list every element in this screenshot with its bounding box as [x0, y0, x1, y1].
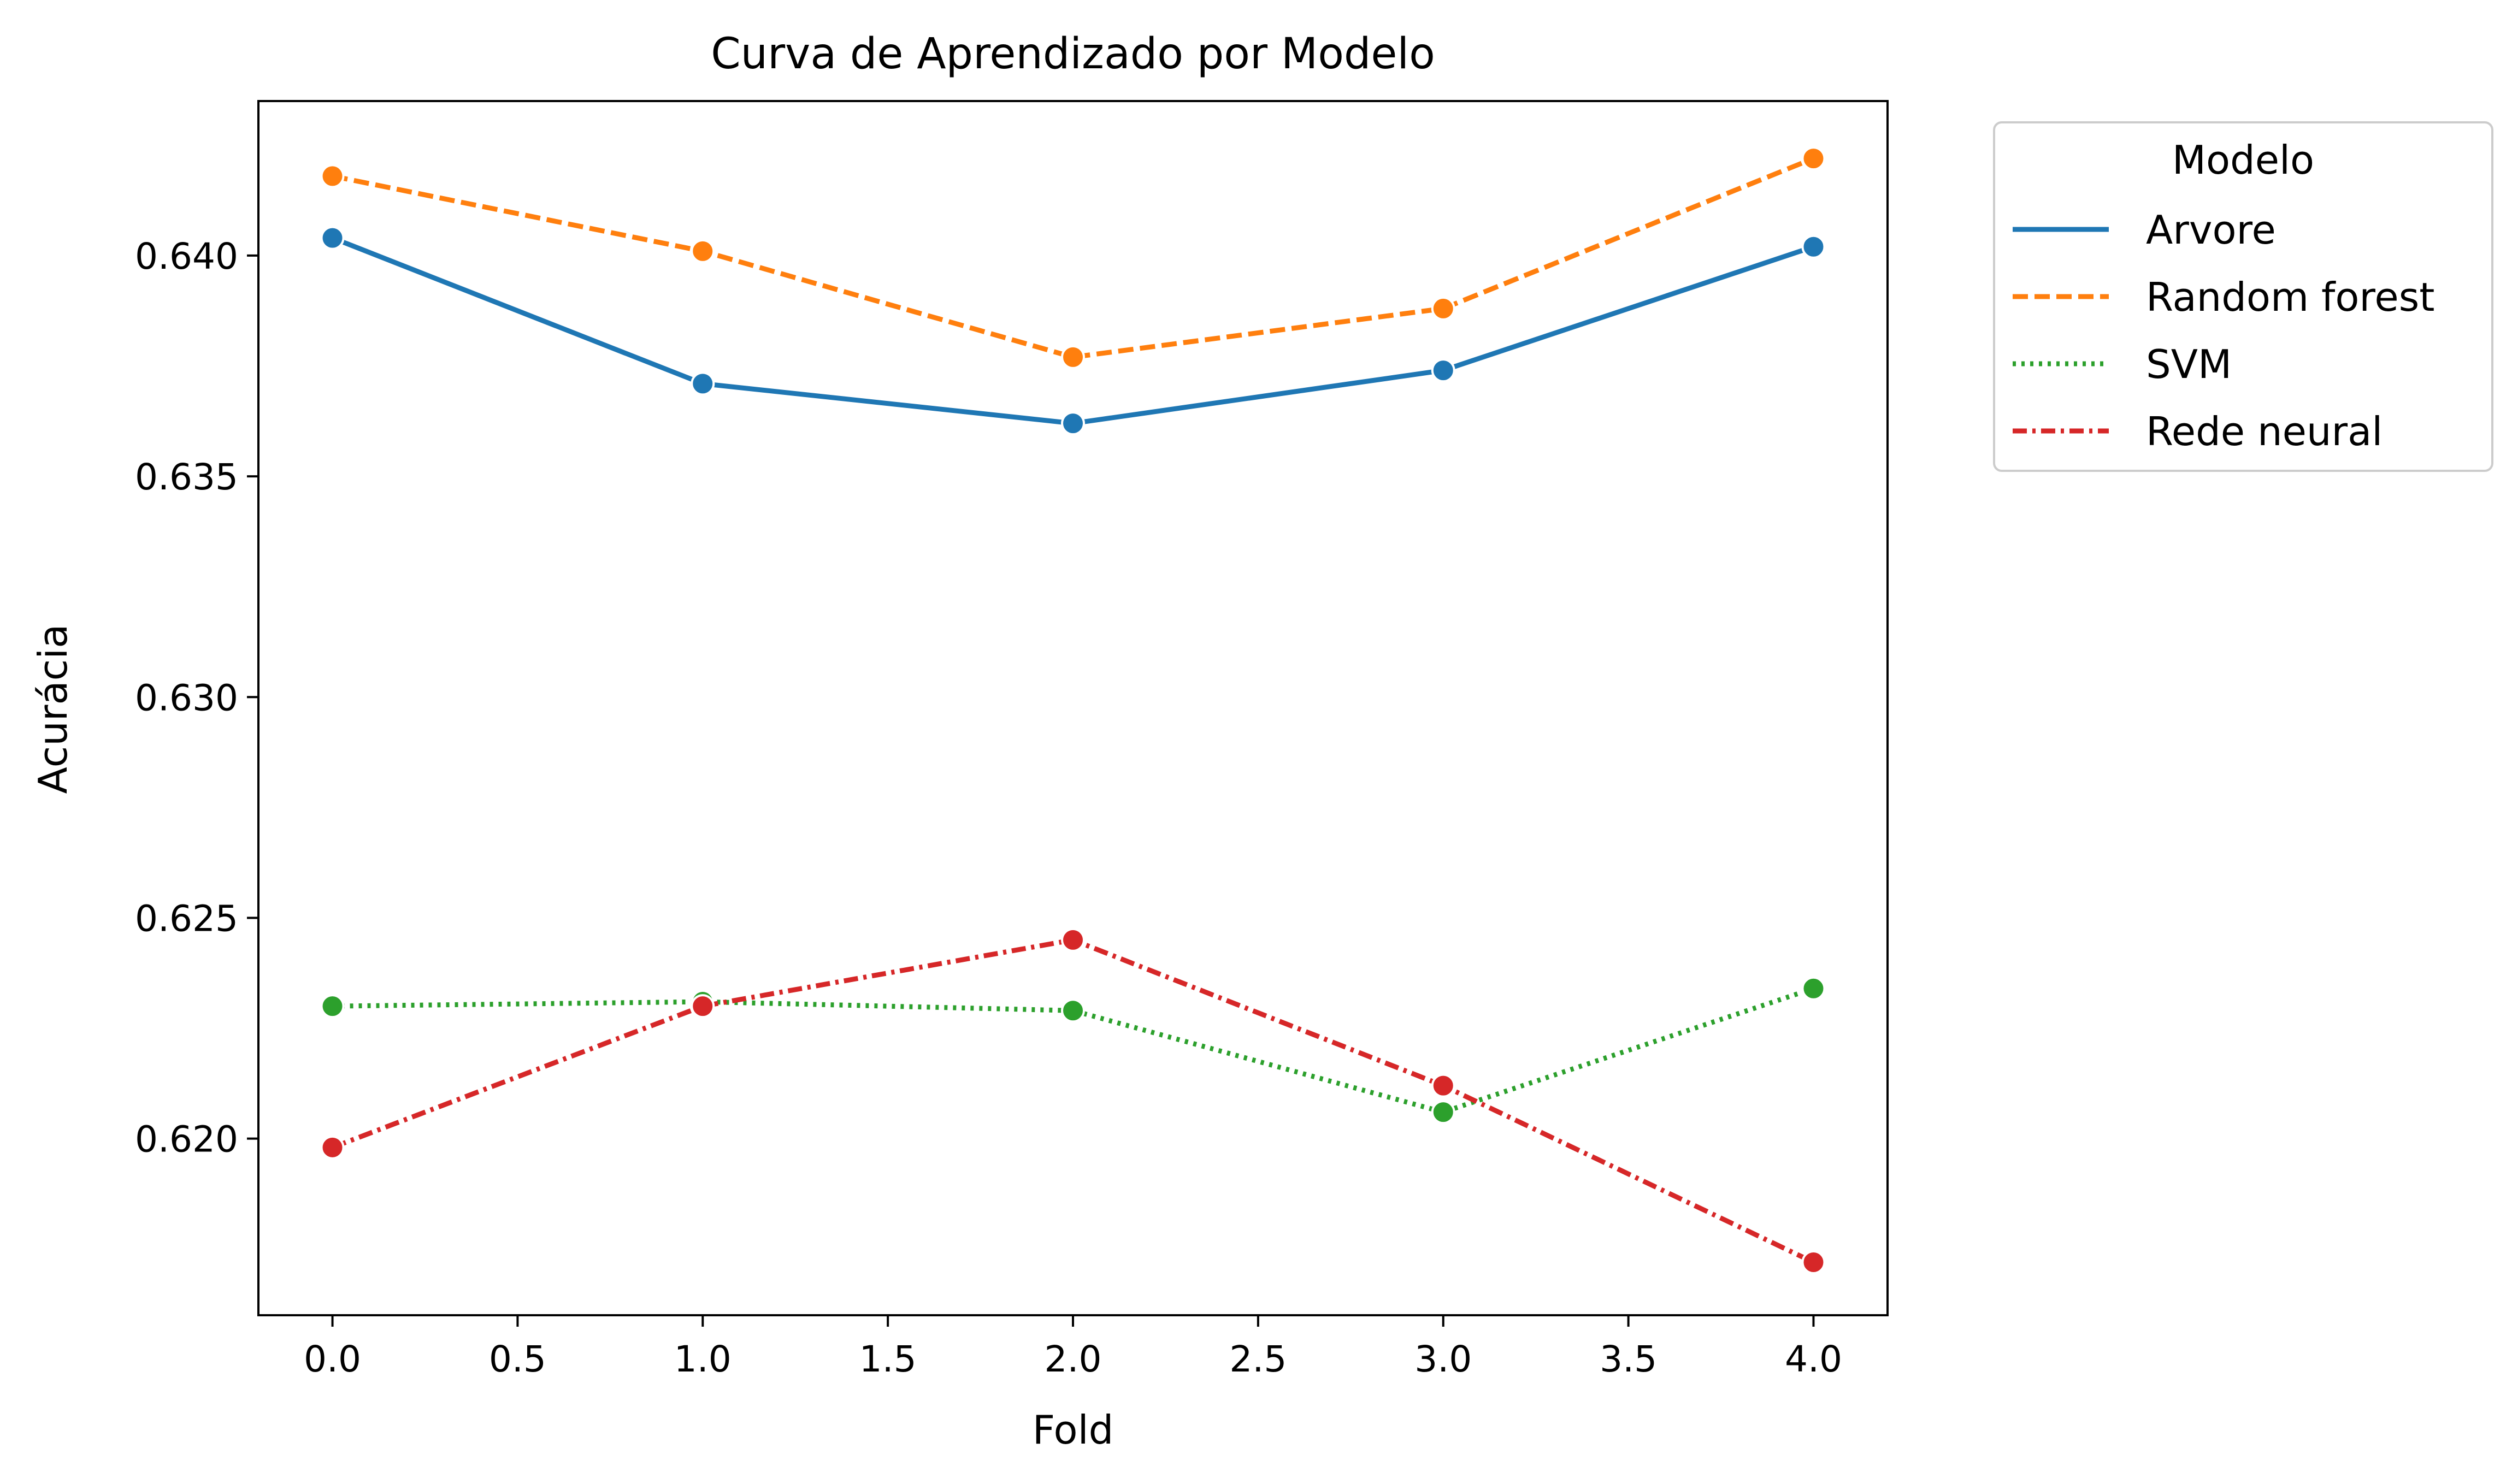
legend-label-svm: SVM: [2146, 341, 2232, 387]
x-tick-label: 2.0: [1045, 1338, 1102, 1380]
data-point-random-forest: [1061, 345, 1085, 369]
series-line-random-forest: [332, 156, 1815, 360]
data-point-arvore: [1431, 358, 1455, 383]
y-tick-label: 0.625: [135, 897, 238, 939]
data-point-svm: [320, 994, 345, 1019]
data-point-random-forest: [1431, 296, 1455, 321]
x-tick-label: 3.0: [1414, 1338, 1472, 1380]
legend-box: [1993, 121, 2493, 472]
data-point-svm: [1431, 1100, 1455, 1125]
data-point-rede-neural: [1431, 1073, 1455, 1098]
legend: Modelo Arvore Random forest SVM Rede neural: [1993, 121, 2493, 472]
legend-label-rede-neural: Rede neural: [2146, 409, 2383, 454]
x-tick-label: 0.5: [489, 1338, 546, 1380]
x-tick-label: 3.5: [1600, 1338, 1657, 1380]
data-point-rede-neural: [320, 1135, 345, 1160]
data-point-arvore: [320, 226, 345, 250]
series-line-arvore: [331, 235, 1814, 426]
legend-title: Modelo: [2172, 137, 2314, 183]
y-tick-label: 0.640: [135, 235, 238, 277]
y-tick-label: 0.635: [135, 456, 238, 498]
y-tick-label: 0.630: [135, 677, 238, 719]
legend-label-arvore: Arvore: [2146, 207, 2276, 253]
data-point-random-forest: [320, 164, 345, 188]
data-point-random-forest: [1801, 146, 1826, 171]
plot-area: 0.0 0.5 1.0 1.5 2.0 2.5 3.0 3.5 4.0 0.620 0.625 0.6…: [135, 100, 1889, 1380]
data-point-rede-neural: [691, 994, 715, 1019]
series-line-rede-neural: [331, 937, 1815, 1265]
data-point-arvore: [1801, 234, 1826, 259]
data-point-rede-neural: [1801, 1250, 1826, 1274]
data-point-arvore: [1061, 411, 1085, 436]
data-point-svm: [1061, 998, 1085, 1023]
x-tick-label: 2.5: [1229, 1338, 1287, 1380]
data-point-random-forest: [691, 239, 715, 263]
y-axis-label: Acurácia: [30, 624, 76, 794]
x-tick-label: 0.0: [304, 1338, 361, 1380]
y-tick-label: 0.620: [135, 1119, 238, 1161]
data-point-svm: [1801, 976, 1826, 1001]
data-point-rede-neural: [1061, 927, 1085, 952]
x-axis-label: Fold: [1033, 1407, 1114, 1453]
data-point-arvore: [691, 371, 715, 396]
chart-title: Curva de Aprendizado por Modelo: [711, 29, 1435, 79]
series-line-svm: [332, 986, 1814, 1115]
x-tick-label: 4.0: [1785, 1338, 1842, 1380]
x-tick-label: 1.5: [859, 1338, 917, 1380]
plot-frame: [257, 100, 1889, 1316]
legend-label-random-forest: Random forest: [2146, 274, 2434, 320]
x-tick-label: 1.0: [674, 1338, 732, 1380]
